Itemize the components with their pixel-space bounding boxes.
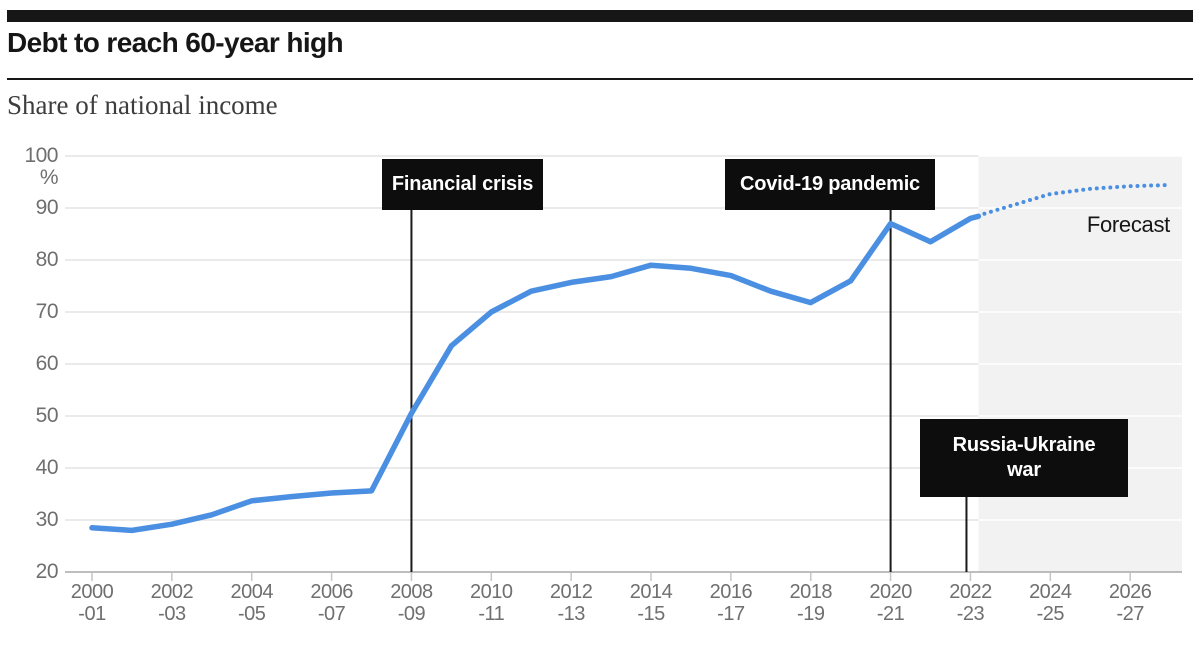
y-tick-label: 40 bbox=[35, 456, 59, 479]
x-tick-year: 2004 bbox=[230, 581, 273, 603]
x-tick-year-suffix: -13 bbox=[557, 603, 585, 625]
x-tick-year: 2022 bbox=[949, 581, 992, 603]
y-tick-label: 20 bbox=[35, 560, 59, 583]
x-tick-year-suffix: -25 bbox=[1036, 603, 1065, 625]
x-tick-year-suffix: -21 bbox=[876, 603, 905, 625]
annotation-russia-ukraine-label: Russia-Ukraine war bbox=[952, 434, 1096, 481]
annotation-financial-crisis: Financial crisis bbox=[382, 159, 543, 210]
y-tick-label: 30 bbox=[35, 508, 59, 531]
x-tick-year-suffix: -09 bbox=[397, 603, 426, 625]
y-tick-label: 50 bbox=[35, 404, 59, 427]
annotation-russia-ukraine: Russia-Ukraine war bbox=[920, 419, 1128, 497]
annotation-covid-label: Covid-19 pandemic bbox=[740, 173, 920, 195]
x-tick-year: 2026 bbox=[1108, 581, 1152, 603]
x-tick-label: 2012 -13 bbox=[526, 581, 616, 625]
x-tick-year-suffix: -17 bbox=[717, 603, 745, 625]
y-tick-label: 90 bbox=[35, 196, 59, 219]
y-tick-label: 60 bbox=[35, 352, 59, 375]
x-tick-year-suffix: -05 bbox=[238, 603, 266, 625]
annotation-covid: Covid-19 pandemic bbox=[725, 159, 935, 210]
x-tick-label: 2006 -07 bbox=[287, 581, 377, 625]
y-axis-unit: % bbox=[39, 166, 59, 189]
x-tick-year: 2020 bbox=[869, 581, 912, 603]
y-tick-label: 80 bbox=[35, 248, 59, 271]
x-tick-year: 2006 bbox=[310, 581, 353, 603]
x-tick-year: 2000 bbox=[70, 581, 114, 603]
page-title: Debt to reach 60-year high bbox=[7, 27, 344, 58]
x-tick-label: 2018 -19 bbox=[766, 581, 856, 625]
x-tick-year: 2002 bbox=[150, 581, 194, 603]
x-tick-label: 2016 -17 bbox=[686, 581, 776, 625]
x-tick-label: 2014 -15 bbox=[606, 581, 696, 625]
x-tick-year: 2010 bbox=[470, 581, 513, 603]
x-tick-label: 2026 -27 bbox=[1085, 581, 1175, 625]
x-tick-year-suffix: -19 bbox=[797, 603, 825, 625]
x-tick-year-suffix: -27 bbox=[1116, 603, 1144, 625]
x-tick-year: 2008 bbox=[390, 581, 433, 603]
x-tick-year-suffix: -11 bbox=[478, 603, 505, 625]
x-tick-label: 2024 -25 bbox=[1005, 581, 1095, 625]
x-tick-year-suffix: -07 bbox=[317, 603, 346, 625]
x-tick-year-suffix: -23 bbox=[956, 603, 985, 625]
x-tick-label: 2010 -11 bbox=[446, 581, 536, 625]
forecast-dotted-line bbox=[982, 183, 1169, 216]
x-tick-label: 2022 -23 bbox=[925, 581, 1015, 625]
y-tick-label: 100 bbox=[24, 144, 58, 167]
x-tick-year: 2014 bbox=[629, 581, 673, 603]
title-divider bbox=[7, 78, 1193, 80]
forecast-label: Forecast bbox=[1086, 212, 1170, 237]
x-tick-label: 2008 -09 bbox=[366, 581, 456, 625]
x-tick-label: 2002 -03 bbox=[127, 581, 217, 625]
x-tick-year: 2018 bbox=[789, 581, 832, 603]
debt-line bbox=[89, 213, 982, 534]
x-tick-year-suffix: -03 bbox=[158, 603, 186, 625]
x-tick-year-suffix: -15 bbox=[637, 603, 665, 625]
x-tick-label: 2004 -05 bbox=[207, 581, 297, 625]
top-accent-bar bbox=[7, 10, 1193, 22]
x-tick-year: 2012 bbox=[549, 581, 593, 603]
x-tick-year: 2024 bbox=[1029, 581, 1072, 603]
chart-subtitle: Share of national income bbox=[7, 90, 278, 120]
annotation-financial-crisis-label: Financial crisis bbox=[391, 173, 534, 195]
x-tick-label: 2020 -21 bbox=[846, 581, 936, 625]
y-tick-label: 70 bbox=[35, 300, 59, 323]
x-tick-year-suffix: -01 bbox=[78, 603, 106, 625]
x-tick-year: 2016 bbox=[709, 581, 753, 603]
x-tick-label: 2000 -01 bbox=[47, 581, 137, 625]
